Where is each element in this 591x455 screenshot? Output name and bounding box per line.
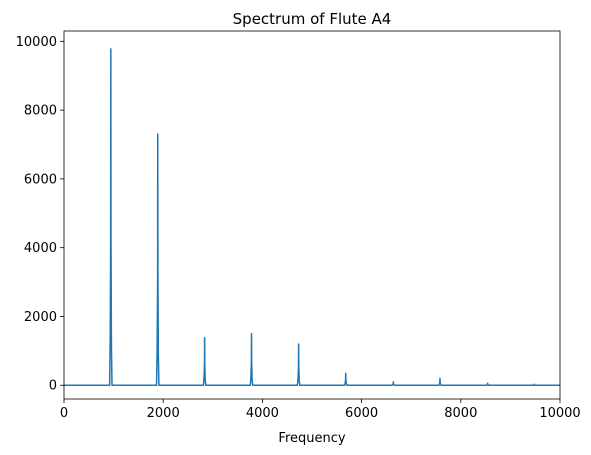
- spectrum-line: [64, 48, 560, 386]
- plot-frame: [63, 30, 561, 400]
- x-tick-label: 6000: [345, 406, 378, 421]
- y-tick-label: 10000: [16, 35, 57, 50]
- x-tick-label: 0: [60, 406, 68, 421]
- y-tick-label: 4000: [24, 241, 57, 256]
- y-tick-label: 8000: [24, 104, 57, 119]
- x-axis-label: Frequency: [278, 431, 345, 446]
- plot-area: [64, 48, 560, 386]
- x-axis-ticks: 0 2000 4000 6000 8000 10000: [60, 399, 581, 421]
- x-tick-label: 2000: [147, 406, 180, 421]
- x-tick-label: 4000: [246, 406, 279, 421]
- y-tick-label: 6000: [24, 172, 57, 187]
- x-tick-label: 8000: [444, 406, 477, 421]
- chart-title: Spectrum of Flute A4: [233, 10, 392, 28]
- x-tick-label: 10000: [539, 406, 580, 421]
- y-axis-ticks: 0 2000 4000 6000 8000 10000: [16, 35, 64, 394]
- y-tick-label: 2000: [24, 310, 57, 325]
- y-tick-label: 0: [49, 379, 57, 394]
